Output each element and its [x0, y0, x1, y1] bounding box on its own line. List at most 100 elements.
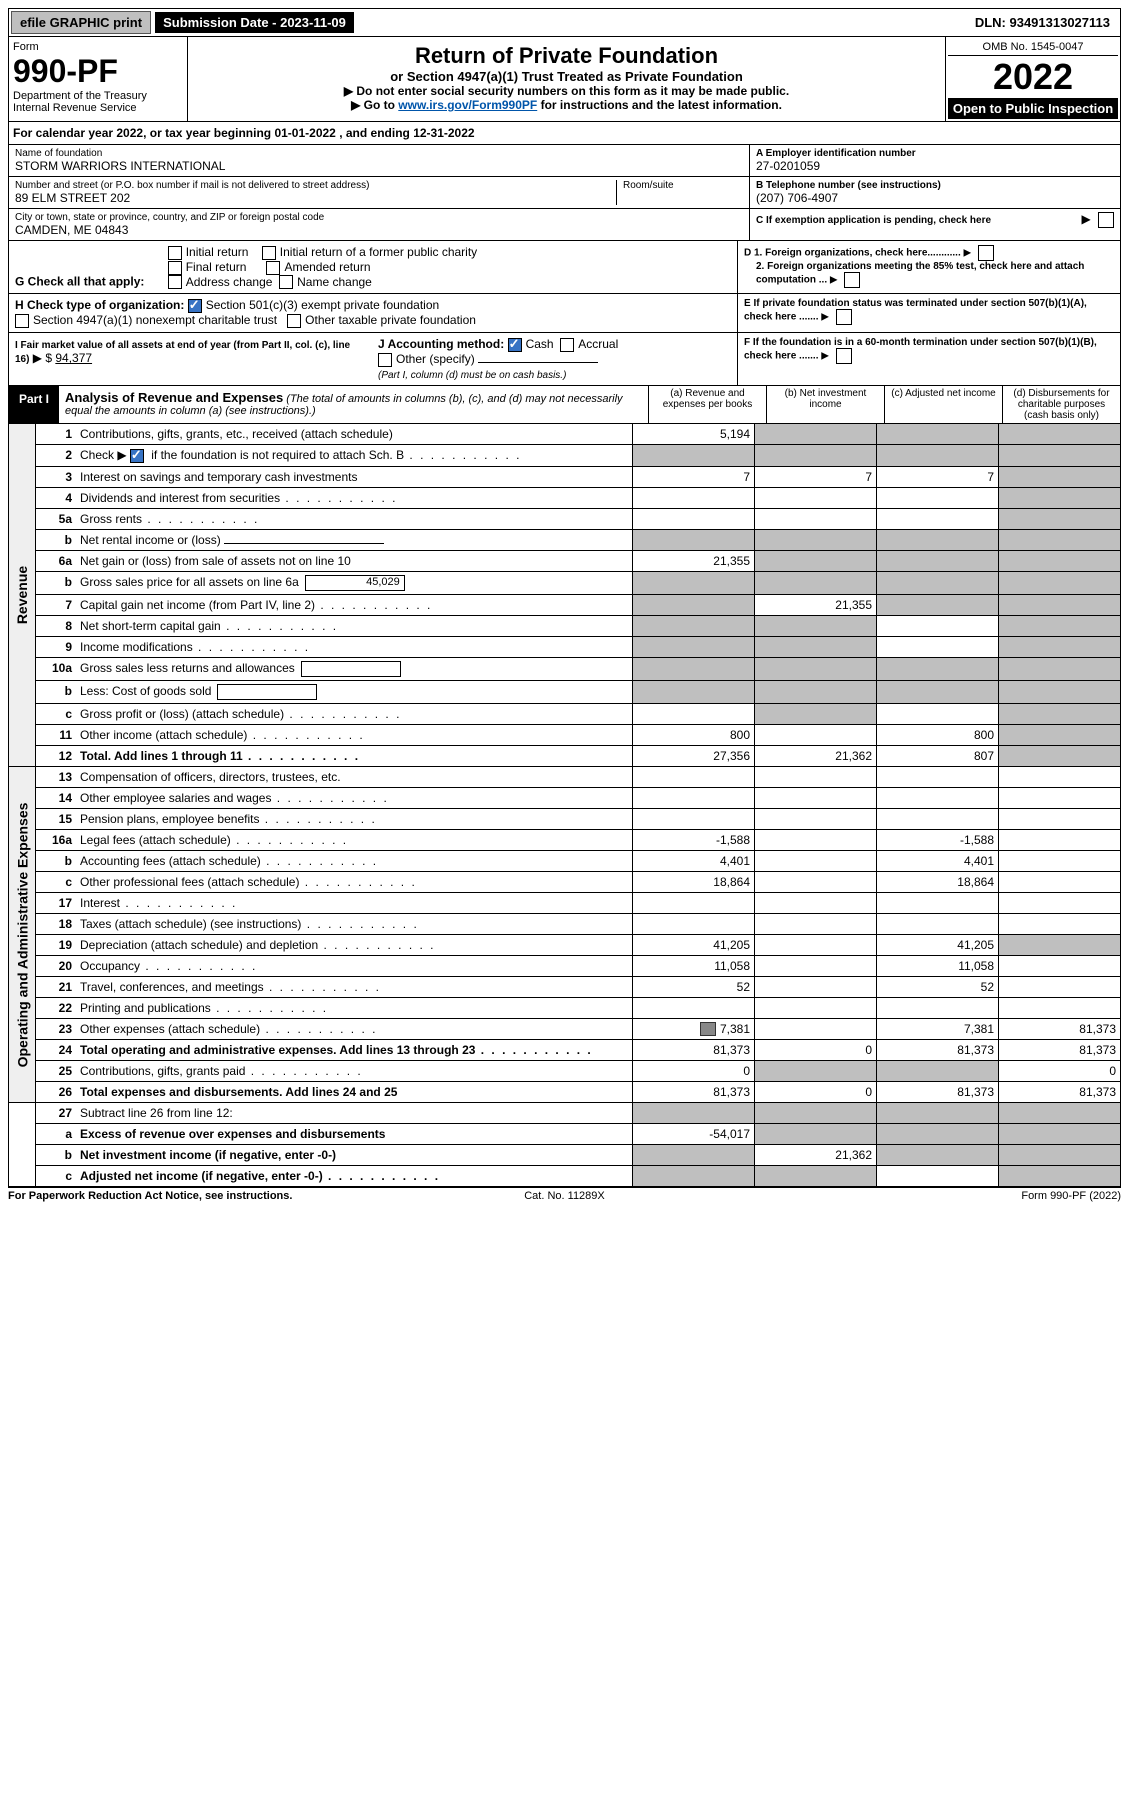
line-1: 1 Contributions, gifts, grants, etc., re…	[36, 424, 1120, 444]
g-o4: Initial return of a former public charit…	[280, 245, 477, 259]
ein-value: 27-0201059	[756, 159, 1114, 173]
col-d-header: (d) Disbursements for charitable purpose…	[1002, 386, 1120, 423]
line-21: 21 Travel, conferences, and meetings 52 …	[36, 976, 1120, 997]
j-cash-checkbox[interactable]	[508, 338, 522, 352]
j-accrual-checkbox[interactable]	[560, 338, 574, 352]
section-h-e: H Check type of organization: Section 50…	[8, 294, 1121, 333]
part1-tag: Part I	[9, 386, 59, 423]
name-cell: Name of foundation STORM WARRIORS INTERN…	[9, 145, 749, 176]
cal-pre: For calendar year 2022, or tax year begi…	[13, 126, 274, 140]
footer-left: For Paperwork Reduction Act Notice, see …	[8, 1190, 379, 1202]
h-o2: Section 4947(a)(1) nonexempt charitable …	[33, 313, 277, 327]
g-o3: Address change	[186, 275, 273, 289]
g-o2: Final return	[186, 260, 247, 274]
expenses-tab: Operating and Administrative Expenses	[9, 767, 36, 1103]
h-501c3-checkbox[interactable]	[188, 299, 202, 313]
line-19: 19 Depreciation (attach schedule) and de…	[36, 934, 1120, 955]
dept-treasury: Department of the Treasury	[13, 90, 183, 102]
part1-header: Part I Analysis of Revenue and Expenses …	[8, 386, 1121, 424]
line-25: 25 Contributions, gifts, grants paid 0 0	[36, 1060, 1120, 1081]
form-title: Return of Private Foundation	[194, 43, 939, 69]
line-a: a Excess of revenue over expenses and di…	[36, 1123, 1120, 1144]
g-initial-return-checkbox[interactable]	[168, 246, 182, 260]
ein-label: A Employer identification number	[756, 148, 1114, 159]
expenses-grid: Operating and Administrative Expenses 13…	[8, 767, 1121, 1104]
h-other-checkbox[interactable]	[287, 314, 301, 328]
j-label: J Accounting method:	[378, 337, 504, 351]
col-c-header: (c) Adjusted net income	[884, 386, 1002, 423]
cal-mid: , and ending	[339, 126, 413, 140]
line-2: 2 Check ▶ if the foundation is not requi…	[36, 444, 1120, 466]
line-22: 22 Printing and publications	[36, 997, 1120, 1018]
f-checkbox[interactable]	[836, 348, 852, 364]
g-name-change-checkbox[interactable]	[279, 275, 293, 289]
city-value: CAMDEN, ME 04843	[15, 223, 743, 237]
header-center: Return of Private Foundation or Section …	[188, 37, 945, 121]
line-15: 15 Pension plans, employee benefits	[36, 808, 1120, 829]
header-left: Form 990-PF Department of the Treasury I…	[9, 37, 188, 121]
f-label: F If the foundation is in a 60-month ter…	[744, 337, 1097, 362]
g-o5: Amended return	[284, 260, 370, 274]
line-c: c Adjusted net income (if negative, ente…	[36, 1165, 1120, 1186]
e-label: E If private foundation status was termi…	[744, 298, 1087, 323]
schb-checkbox[interactable]	[130, 449, 144, 463]
line-b: b Gross sales price for all assets on li…	[36, 571, 1120, 594]
line-3: 3 Interest on savings and temporary cash…	[36, 466, 1120, 487]
omb-number: OMB No. 1545-0047	[948, 39, 1118, 56]
g-o6: Name change	[297, 275, 372, 289]
h-o3: Other taxable private foundation	[305, 313, 476, 327]
form-url-link[interactable]: www.irs.gov/Form990PF	[398, 98, 537, 112]
d2-checkbox[interactable]	[844, 272, 860, 288]
line-12: 12 Total. Add lines 1 through 11 27,356 …	[36, 745, 1120, 766]
city-label: City or town, state or province, country…	[15, 212, 743, 223]
revenue-grid: Revenue 1 Contributions, gifts, grants, …	[8, 424, 1121, 767]
line-8: 8 Net short-term capital gain	[36, 615, 1120, 636]
exemption-cell: C If exemption application is pending, c…	[750, 208, 1120, 229]
d1-checkbox[interactable]	[978, 245, 994, 261]
top-bar: efile GRAPHIC print Submission Date - 20…	[8, 8, 1121, 37]
form-header: Form 990-PF Department of the Treasury I…	[8, 37, 1121, 122]
phone-label: B Telephone number (see instructions)	[756, 180, 1114, 191]
goto-note: ▶ Go to www.irs.gov/Form990PF for instru…	[194, 98, 939, 112]
identification-block: Name of foundation STORM WARRIORS INTERN…	[8, 145, 1121, 241]
line-b: b Accounting fees (attach schedule) 4,40…	[36, 850, 1120, 871]
revenue-tab: Revenue	[9, 424, 36, 766]
line-c: c Gross profit or (loss) (attach schedul…	[36, 703, 1120, 724]
line-4: 4 Dividends and interest from securities	[36, 487, 1120, 508]
exemption-label: C If exemption application is pending, c…	[756, 215, 991, 226]
efile-print-button[interactable]: efile GRAPHIC print	[11, 11, 151, 34]
goto-pre: ▶ Go to	[351, 98, 398, 112]
g-initial-former-checkbox[interactable]	[262, 246, 276, 260]
section-g-d: G Check all that apply: Initial return I…	[8, 241, 1121, 294]
j-other-checkbox[interactable]	[378, 353, 392, 367]
header-right: OMB No. 1545-0047 2022 Open to Public In…	[945, 37, 1120, 121]
cal-end: 12-31-2022	[413, 126, 474, 140]
line-7: 7 Capital gain net income (from Part IV,…	[36, 594, 1120, 615]
h-label: H Check type of organization:	[15, 298, 184, 312]
form-label: Form	[13, 41, 183, 53]
g-final-return-checkbox[interactable]	[168, 261, 182, 275]
j-other: Other (specify)	[396, 352, 475, 366]
j-accrual: Accrual	[578, 337, 618, 351]
line-24: 24 Total operating and administrative ex…	[36, 1039, 1120, 1060]
cal-begin: 01-01-2022	[274, 126, 335, 140]
calendar-year-row: For calendar year 2022, or tax year begi…	[8, 122, 1121, 145]
ein-cell: A Employer identification number 27-0201…	[750, 145, 1120, 176]
form-number: 990-PF	[13, 53, 183, 90]
e-checkbox[interactable]	[836, 309, 852, 325]
g-o1: Initial return	[186, 245, 249, 259]
exemption-checkbox[interactable]	[1098, 212, 1114, 228]
phone-value: (207) 706-4907	[756, 191, 1114, 205]
col-b-header: (b) Net investment income	[766, 386, 884, 423]
g-address-change-checkbox[interactable]	[168, 275, 182, 289]
city-cell: City or town, state or province, country…	[9, 208, 749, 240]
line-10a: 10a Gross sales less returns and allowan…	[36, 657, 1120, 680]
g-amended-checkbox[interactable]	[266, 261, 280, 275]
room-label: Room/suite	[623, 180, 743, 191]
footer-right: Form 990-PF (2022)	[750, 1190, 1121, 1202]
line-18: 18 Taxes (attach schedule) (see instruct…	[36, 913, 1120, 934]
line-b: b Net rental income or (loss)	[36, 529, 1120, 550]
attachment-icon[interactable]	[700, 1022, 716, 1036]
i-value: 94,377	[55, 351, 92, 365]
h-4947-checkbox[interactable]	[15, 314, 29, 328]
